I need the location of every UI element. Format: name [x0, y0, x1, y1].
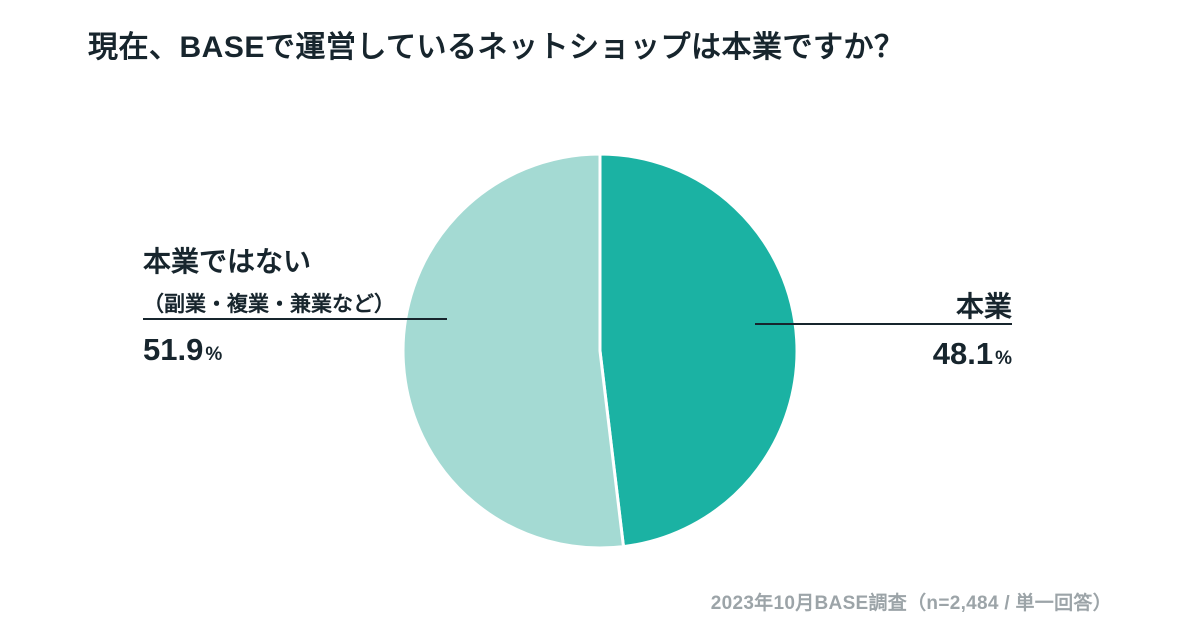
side-business-value-number: 51.9: [143, 332, 204, 367]
annotation-main-business-label: 本業: [955, 291, 1012, 322]
annotation-main-business-value: 48.1%: [933, 336, 1012, 372]
leader-line-right: [755, 323, 1012, 325]
chart-title: 現在、BASEで運営しているネットショップは本業ですか？: [88, 31, 905, 64]
side-business-value-unit: %: [205, 344, 223, 365]
leader-line-left: [143, 318, 447, 320]
annotation-side-business-sublabel: （副業・複業・兼業など）: [143, 293, 395, 316]
main-business-value-unit: %: [995, 348, 1012, 369]
pie-slice-1: [401, 152, 625, 550]
pie-chart: [400, 151, 800, 551]
pie-svg: [401, 152, 799, 550]
pie-slice-0: [598, 152, 799, 549]
main-business-value-number: 48.1: [932, 336, 994, 371]
annotation-side-business-label: 本業ではない: [143, 246, 312, 277]
annotation-main-business: 本業: [956, 285, 1012, 325]
annotation-side-business-value: 51.9%: [143, 332, 222, 368]
annotation-side-business: 本業ではない （副業・複業・兼業など）: [143, 240, 453, 318]
source-note: 2023年10月BASE調査（n=2,484 / 単一回答）: [710, 593, 1112, 614]
